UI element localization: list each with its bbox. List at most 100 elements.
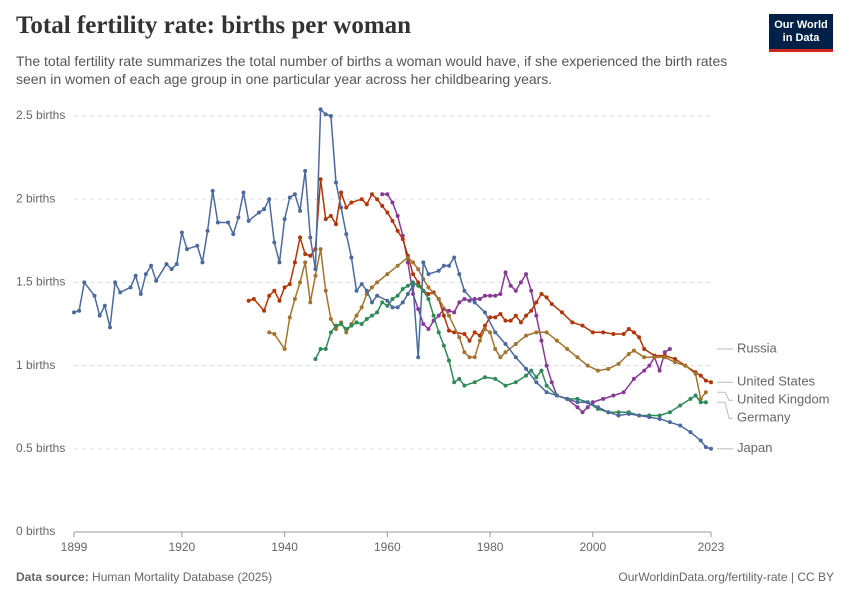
data-point: [313, 273, 318, 278]
data-point: [457, 335, 462, 340]
data-point: [426, 272, 431, 277]
data-point: [657, 413, 662, 418]
data-point: [400, 300, 405, 305]
data-point: [518, 280, 523, 285]
y-tick-label: 0 births: [16, 524, 55, 538]
data-point: [426, 326, 431, 331]
data-point: [678, 423, 683, 428]
x-tick-label: 1940: [271, 540, 298, 554]
data-point: [462, 288, 467, 293]
data-point: [328, 114, 333, 118]
data-point: [667, 420, 672, 425]
data-point: [344, 330, 349, 335]
data-point: [549, 302, 554, 307]
data-point: [513, 313, 518, 318]
data-point: [693, 393, 698, 398]
data-point: [416, 307, 421, 312]
data-point: [462, 297, 467, 302]
data-point: [328, 213, 333, 218]
footer-link[interactable]: OurWorldinData.org/fertility-rate | CC B…: [618, 570, 834, 584]
data-point: [544, 390, 549, 395]
data-point: [693, 371, 698, 376]
data-point: [349, 200, 354, 205]
data-point: [452, 330, 457, 335]
series-line: [382, 193, 671, 414]
logo[interactable]: Our World in Data: [769, 14, 833, 52]
data-point: [524, 313, 529, 318]
data-point: [113, 280, 118, 285]
data-point: [529, 368, 534, 373]
data-point: [482, 323, 487, 328]
data-point: [426, 297, 431, 302]
data-point: [544, 383, 549, 388]
data-point: [411, 280, 416, 285]
data-point: [585, 363, 590, 368]
data-point: [313, 356, 318, 361]
data-point: [267, 293, 272, 298]
data-point: [477, 297, 482, 302]
y-tick-label: 1 births: [16, 358, 55, 372]
data-point: [313, 267, 318, 272]
data-point: [272, 240, 277, 245]
data-point: [323, 112, 328, 117]
data-point: [703, 400, 708, 405]
legend-label: Russia: [737, 340, 778, 355]
data-point: [339, 190, 344, 195]
data-point: [606, 410, 611, 415]
data-point: [236, 215, 241, 220]
data-point: [503, 341, 508, 346]
data-point: [77, 308, 82, 313]
data-point: [647, 415, 652, 420]
data-point: [508, 283, 513, 288]
data-point: [375, 280, 380, 285]
data-point: [195, 243, 200, 248]
data-point: [339, 322, 344, 326]
data-point: [642, 355, 647, 360]
data-point: [385, 192, 390, 197]
x-tick-label: 1980: [477, 540, 504, 554]
data-point: [277, 260, 282, 265]
data-point: [107, 325, 112, 330]
data-point: [138, 292, 143, 297]
data-point: [246, 218, 251, 223]
data-point: [390, 297, 395, 302]
data-point: [154, 278, 159, 283]
data-point: [503, 318, 508, 323]
data-point: [529, 288, 534, 293]
data-point: [467, 298, 472, 303]
data-point: [498, 355, 503, 360]
data-point: [375, 293, 380, 298]
data-point: [272, 288, 277, 293]
data-point: [621, 331, 626, 336]
data-point: [575, 405, 580, 410]
data-point: [447, 358, 452, 363]
data-point: [333, 323, 338, 328]
data-point: [436, 297, 441, 302]
data-point: [544, 295, 549, 300]
data-point: [318, 177, 323, 182]
data-point: [380, 203, 385, 208]
data-point: [318, 247, 323, 252]
data-point: [524, 373, 529, 378]
data-point: [369, 285, 374, 290]
data-point: [539, 292, 544, 297]
data-point: [369, 313, 374, 318]
data-point: [246, 298, 251, 303]
data-point: [544, 330, 549, 335]
data-point: [292, 260, 297, 265]
data-point: [616, 410, 621, 415]
data-point: [631, 348, 636, 353]
data-point: [488, 330, 493, 335]
data-point: [369, 192, 374, 197]
data-point: [498, 312, 503, 317]
data-point: [390, 218, 395, 223]
data-point: [375, 310, 380, 315]
data-point: [323, 288, 328, 293]
data-point: [626, 351, 631, 356]
data-point: [405, 283, 410, 288]
data-point: [595, 368, 600, 373]
data-point: [179, 230, 184, 235]
data-point: [262, 308, 267, 313]
data-point: [431, 313, 436, 318]
